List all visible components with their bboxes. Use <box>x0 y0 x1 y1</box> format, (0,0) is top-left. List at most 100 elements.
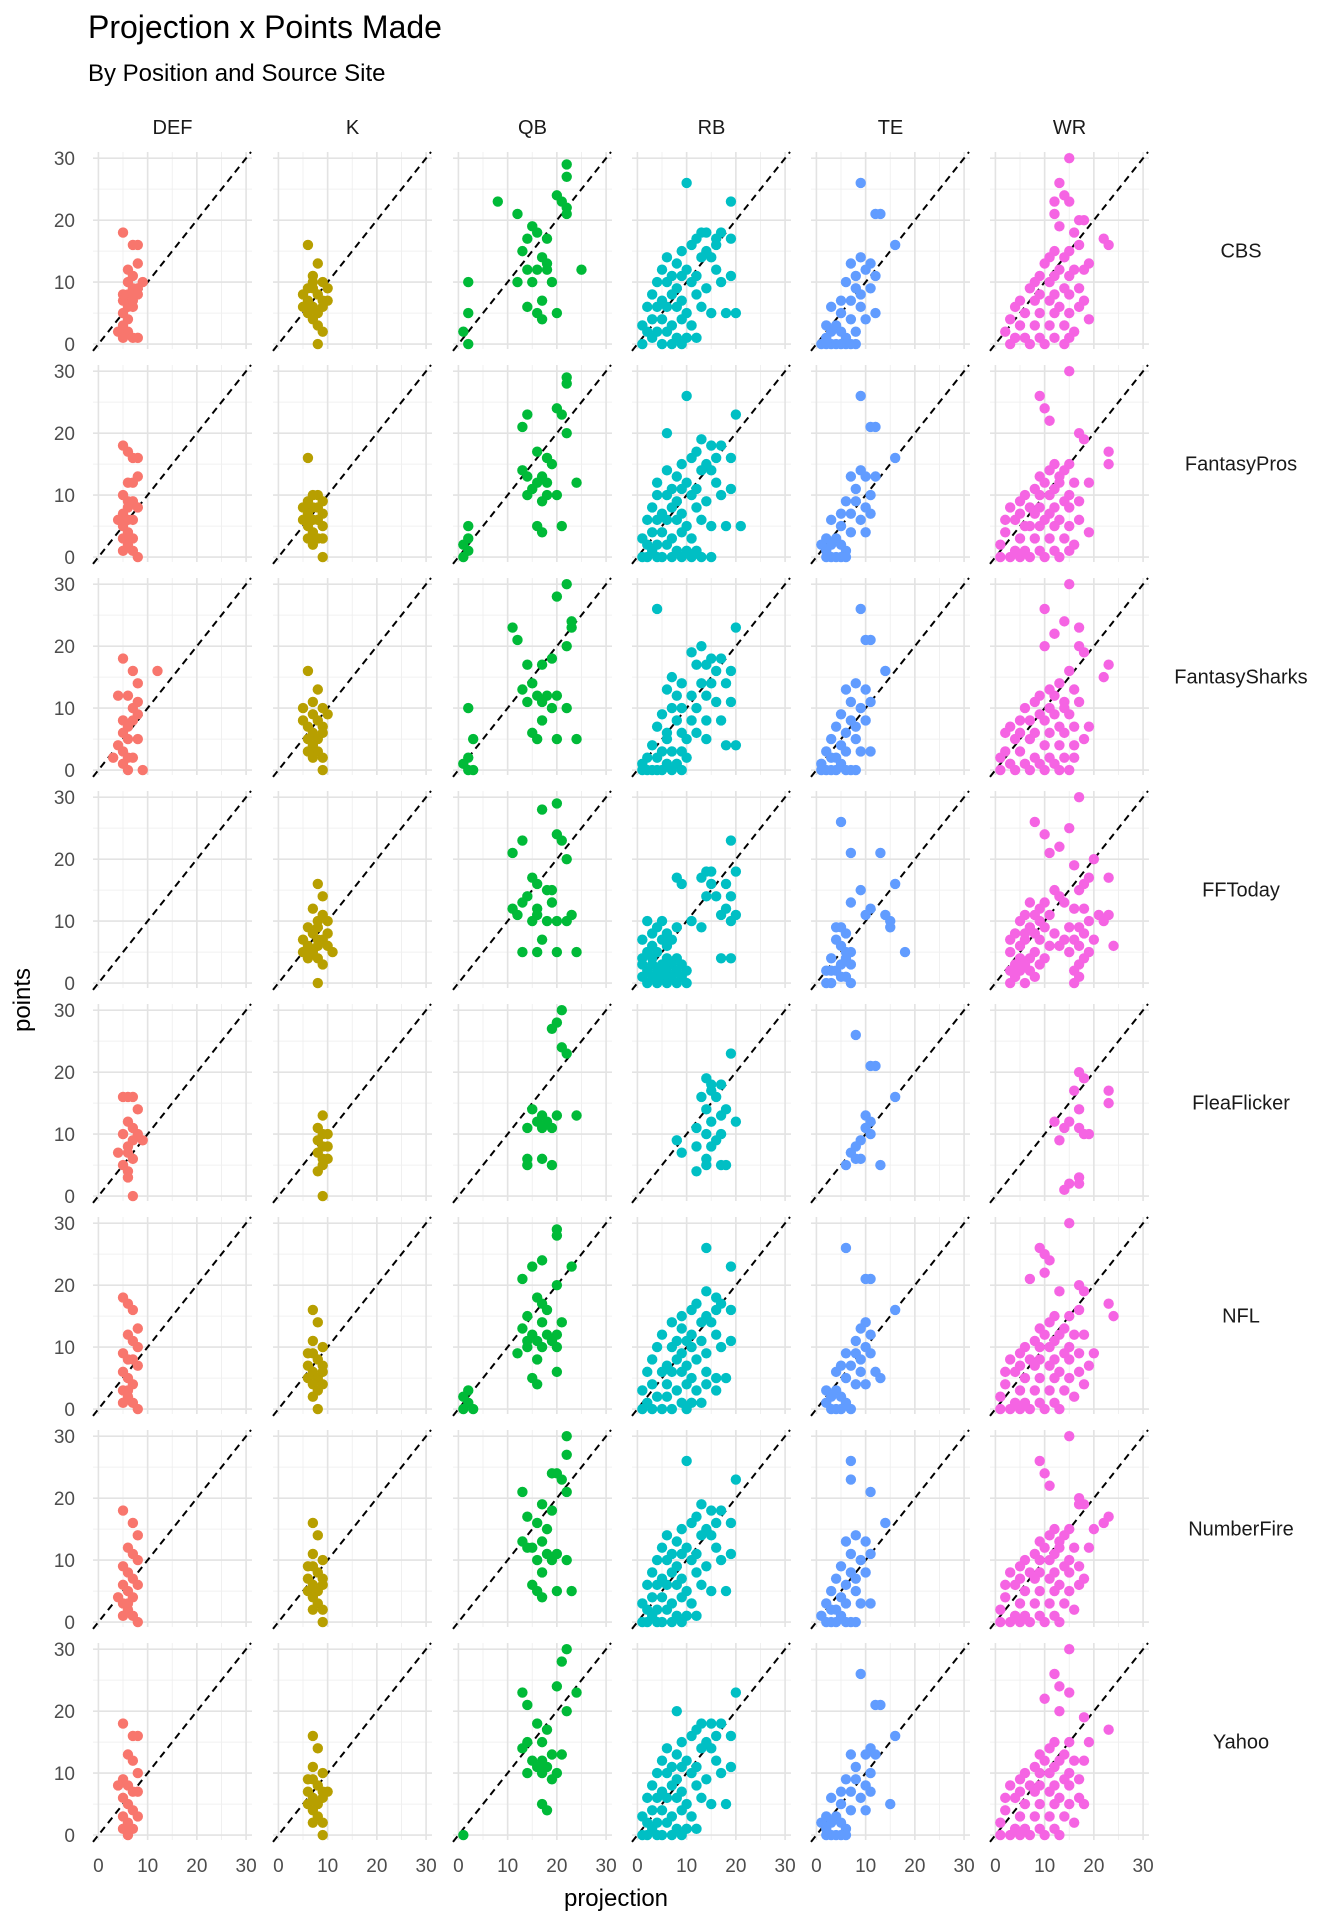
data-point <box>546 1122 558 1134</box>
data-point <box>1059 1598 1070 1609</box>
data-point <box>122 502 134 513</box>
data-point <box>517 245 528 257</box>
data-point <box>1014 320 1026 331</box>
data-point <box>1068 860 1080 871</box>
data-point <box>889 1304 901 1316</box>
x-tick-label: 30 <box>236 1856 257 1877</box>
data-point <box>117 1505 129 1516</box>
x-tick-label: 30 <box>416 1856 437 1877</box>
data-point <box>1044 909 1055 921</box>
data-point <box>825 953 837 964</box>
data-point <box>1014 1385 1026 1396</box>
reference-line <box>452 364 612 565</box>
data-point <box>312 1166 323 1177</box>
data-point <box>701 283 712 294</box>
strip-label-nfl: NFL <box>1222 1306 1260 1328</box>
data-point <box>1044 1767 1055 1779</box>
data-point <box>1009 764 1021 776</box>
data-point <box>536 696 548 708</box>
data-point <box>710 264 722 275</box>
data-point <box>132 289 143 300</box>
y-tick-label: 0 <box>64 1187 75 1208</box>
data-point <box>710 452 722 464</box>
data-point <box>312 1743 323 1754</box>
data-point <box>676 270 687 282</box>
data-point <box>307 1730 319 1742</box>
data-point <box>312 1403 323 1415</box>
data-point <box>512 1348 523 1359</box>
y-tick-label: 10 <box>54 486 75 507</box>
data-point <box>661 1604 673 1615</box>
data-point <box>840 1579 852 1591</box>
x-tick-label: 30 <box>1133 1856 1154 1877</box>
data-point <box>855 252 866 263</box>
data-point <box>507 622 518 633</box>
data-point <box>317 1579 328 1591</box>
data-point <box>1034 959 1045 970</box>
y-tick-label: 30 <box>54 1640 75 1661</box>
data-point <box>661 1554 673 1566</box>
data-point <box>1000 527 1011 538</box>
data-point <box>1004 1616 1016 1628</box>
data-point <box>556 1317 567 1328</box>
data-point <box>855 884 866 896</box>
data-point <box>696 551 707 563</box>
data-point <box>637 338 648 350</box>
data-point <box>1083 721 1095 732</box>
data-point <box>546 653 558 664</box>
data-point <box>889 239 901 251</box>
reference-line <box>92 1003 252 1204</box>
data-point <box>1103 458 1114 470</box>
data-point <box>835 508 847 519</box>
data-point <box>880 1517 891 1529</box>
data-point <box>730 866 742 877</box>
data-point <box>696 1335 707 1347</box>
strip-label-yahoo: Yahoo <box>1213 1732 1269 1754</box>
data-point <box>1054 1135 1065 1146</box>
data-point <box>671 1749 682 1760</box>
data-point <box>127 1517 139 1529</box>
data-point <box>1064 822 1075 834</box>
data-point <box>995 551 1006 563</box>
data-point <box>132 332 143 344</box>
data-point <box>691 1780 702 1791</box>
data-point <box>1054 1705 1065 1717</box>
data-point <box>1064 289 1075 300</box>
data-point <box>889 1091 901 1103</box>
data-point <box>691 1122 702 1134</box>
data-point <box>661 465 673 476</box>
data-point <box>307 1517 319 1529</box>
data-point <box>522 471 533 482</box>
data-point <box>517 1687 528 1698</box>
data-point <box>1049 1372 1060 1384</box>
data-point <box>642 915 653 927</box>
data-point <box>1073 514 1085 526</box>
data-point <box>845 847 857 859</box>
data-point <box>850 721 861 732</box>
data-point <box>1073 1774 1085 1785</box>
data-point <box>536 1255 548 1266</box>
data-point <box>651 721 663 732</box>
panel-fftoday-wr <box>989 790 1149 991</box>
data-point <box>1088 853 1100 865</box>
data-point <box>546 1468 558 1479</box>
panel-fantasypros-qb <box>452 364 612 565</box>
data-point <box>307 1548 319 1560</box>
data-point <box>302 665 314 677</box>
y-tick-label: 20 <box>54 1063 75 1084</box>
data-point <box>870 270 881 282</box>
data-point <box>458 758 469 770</box>
data-point <box>527 1104 538 1115</box>
data-point <box>132 239 143 251</box>
data-point <box>686 915 697 927</box>
data-point <box>517 684 528 695</box>
data-point <box>463 520 474 532</box>
data-point <box>681 752 692 763</box>
data-point <box>691 727 702 739</box>
data-point <box>710 1372 722 1384</box>
panel-cbs-te <box>810 151 970 352</box>
data-point <box>821 338 832 350</box>
data-point <box>686 533 697 544</box>
data-point <box>1044 940 1055 952</box>
y-tick-label: 0 <box>64 1400 75 1421</box>
